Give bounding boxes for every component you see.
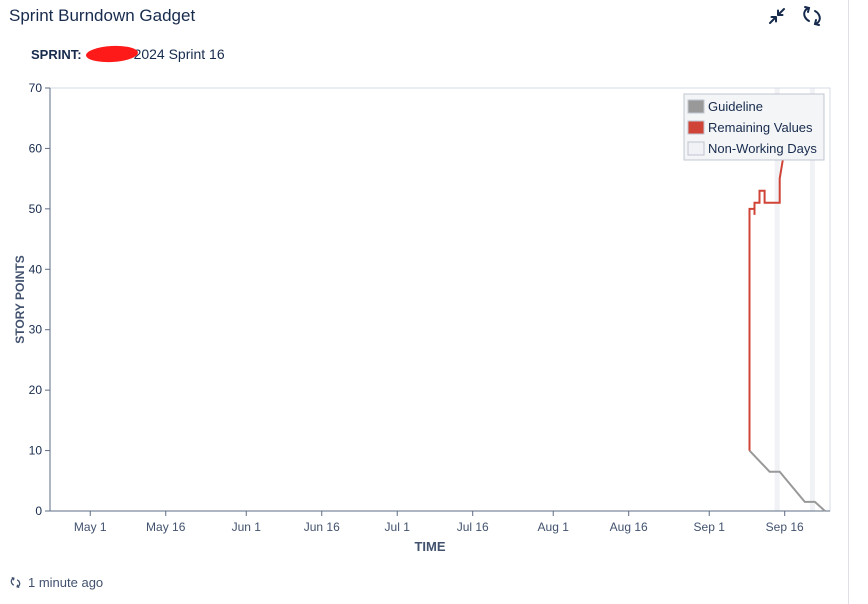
refresh-icon[interactable] [800, 4, 824, 28]
x-tick-label: Aug 1 [538, 520, 570, 534]
x-tick-label: May 1 [74, 520, 107, 534]
x-axis-label: TIME [414, 539, 445, 554]
legend-label: Non-Working Days [708, 141, 817, 156]
y-axis-label: STORY POINTS [13, 255, 27, 343]
refresh-icon[interactable] [9, 576, 22, 589]
gadget-title: Sprint Burndown Gadget [9, 6, 196, 25]
updated-time: 1 minute ago [28, 575, 104, 590]
x-tick-label: Jun 1 [232, 520, 262, 534]
y-tick-label: 0 [35, 504, 42, 518]
sprint-info: SPRINT: 2024 Sprint 16 [31, 44, 225, 64]
y-tick-label: 10 [29, 444, 43, 458]
burndown-chart: 0 10 20 30 40 50 60 70 May 1 May 16 Jun 1 Jun 16 Jul… [13, 81, 831, 554]
last-updated: 1 minute ago [9, 575, 103, 590]
y-tick-label: 40 [29, 262, 43, 276]
panel-border [848, 0, 849, 604]
x-tick-label: Jun 16 [304, 520, 340, 534]
x-tick-label: Aug 16 [610, 520, 648, 534]
y-tick-label: 20 [29, 383, 43, 397]
legend [683, 93, 825, 161]
remaining-values-series [748, 148, 786, 451]
y-tick-label: 30 [29, 323, 43, 337]
x-tick-label: Sep 16 [766, 520, 804, 534]
y-tick-label: 70 [29, 81, 43, 95]
x-tick-label: Sep 1 [694, 520, 726, 534]
redaction-mark [85, 44, 138, 64]
legend-swatch [687, 99, 705, 114]
guideline-series [748, 449, 826, 512]
x-tick-label: May 16 [146, 520, 186, 534]
x-tick-label: Jul 1 [385, 520, 411, 534]
y-tick-label: 50 [29, 202, 43, 216]
legend-swatch [687, 141, 705, 156]
y-tick-label: 60 [29, 141, 43, 155]
non-working-day-band [774, 88, 780, 511]
legend-swatch [687, 120, 705, 135]
sprint-label: SPRINT: [31, 47, 82, 62]
legend-label: Remaining Values [708, 120, 813, 135]
minimize-icon[interactable] [765, 4, 789, 28]
sprint-name: 2024 Sprint 16 [133, 46, 225, 62]
legend-label: Guideline [708, 99, 763, 114]
x-tick-label: Jul 16 [457, 520, 489, 534]
non-working-day-band [809, 88, 815, 511]
